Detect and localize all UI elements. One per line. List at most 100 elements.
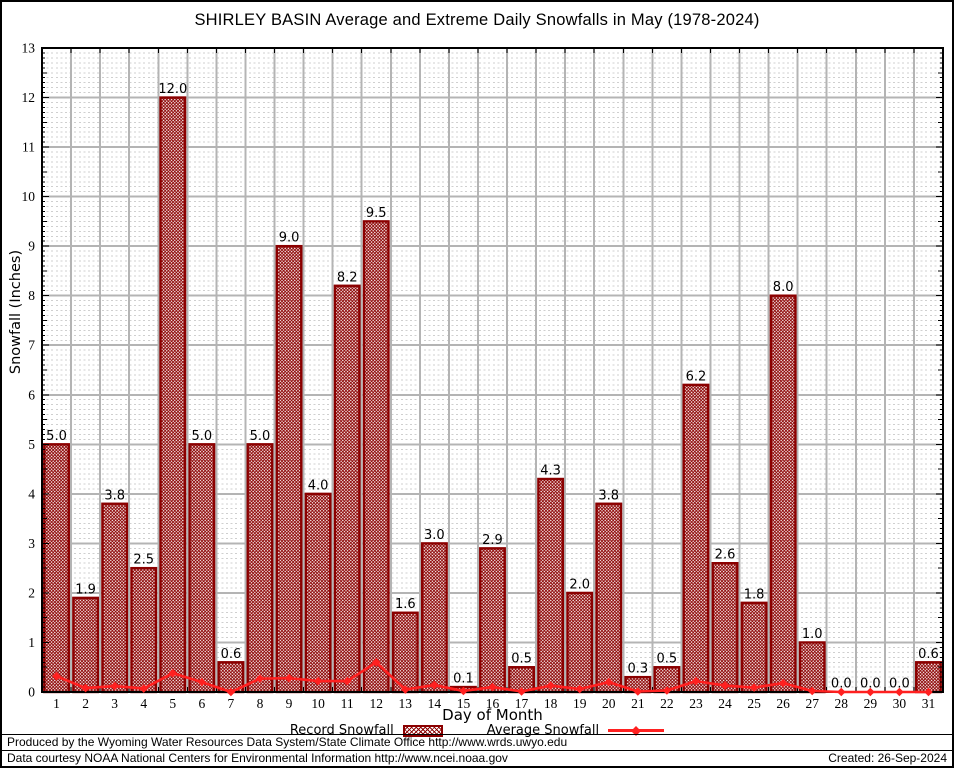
average-marker — [168, 668, 178, 678]
average-marker — [517, 687, 526, 696]
svg-text:11: 11 — [341, 696, 354, 711]
svg-text:16: 16 — [486, 696, 500, 711]
svg-text:26: 26 — [776, 696, 790, 711]
average-marker — [313, 676, 323, 686]
average-marker — [52, 671, 61, 681]
svg-text:28: 28 — [835, 696, 849, 711]
record-bar — [595, 502, 623, 694]
svg-text:5: 5 — [169, 696, 176, 711]
svg-text:3.8: 3.8 — [104, 488, 125, 503]
svg-text:0.6: 0.6 — [918, 647, 939, 662]
footer-separator — [2, 750, 952, 751]
svg-text:1.6: 1.6 — [395, 597, 416, 612]
record-bar — [798, 641, 826, 694]
svg-text:12.0: 12.0 — [158, 82, 187, 97]
record-bar — [43, 443, 70, 694]
svg-text:1.8: 1.8 — [744, 587, 765, 602]
record-bar — [362, 220, 390, 694]
record-snowfall-swatch — [402, 724, 443, 737]
svg-text:8.0: 8.0 — [773, 280, 794, 295]
svg-text:0.6: 0.6 — [221, 647, 242, 662]
svg-text:15: 15 — [457, 696, 471, 711]
y-axis-title: Snowfall (Inches) — [8, 249, 24, 375]
svg-text:20: 20 — [602, 696, 616, 711]
svg-text:8: 8 — [28, 288, 35, 303]
svg-text:0.0: 0.0 — [860, 677, 881, 692]
average-marker — [81, 683, 90, 693]
average-marker — [255, 674, 265, 683]
record-bar — [682, 383, 710, 694]
svg-text:23: 23 — [689, 696, 703, 711]
average-marker — [662, 686, 672, 695]
svg-text:0: 0 — [28, 685, 35, 700]
average-marker — [546, 681, 555, 690]
svg-text:27: 27 — [805, 696, 819, 711]
average-snowfall-swatch — [608, 725, 665, 736]
svg-text:4: 4 — [140, 696, 147, 711]
record-bar — [711, 562, 739, 694]
svg-text:0.5: 0.5 — [657, 652, 678, 667]
record-snowfall-bars — [43, 96, 942, 694]
chart-footer: Produced by the Wyoming Water Resources … — [2, 734, 952, 766]
average-marker — [749, 683, 759, 692]
average-marker — [604, 677, 614, 687]
average-marker — [488, 682, 497, 692]
record-bar — [130, 566, 158, 694]
svg-text:9: 9 — [28, 239, 35, 254]
record-bar — [72, 596, 100, 694]
record-bar — [275, 244, 303, 694]
record-bar — [246, 443, 274, 694]
svg-text:5.0: 5.0 — [250, 429, 271, 444]
footer-data-courtesy: Data courtesy NOAA National Centers for … — [7, 751, 508, 765]
svg-text:8: 8 — [257, 696, 264, 711]
svg-text:19: 19 — [573, 696, 587, 711]
chart-title: SHIRLEY BASIN Average and Extreme Daily … — [194, 11, 760, 29]
svg-text:1.9: 1.9 — [75, 582, 96, 597]
svg-text:9.5: 9.5 — [366, 206, 387, 221]
svg-text:10: 10 — [22, 189, 36, 204]
svg-text:1: 1 — [28, 635, 35, 650]
svg-text:24: 24 — [718, 696, 732, 711]
svg-text:30: 30 — [893, 696, 907, 711]
average-marker — [691, 676, 701, 686]
svg-text:12: 12 — [369, 696, 383, 711]
svg-text:5: 5 — [28, 437, 35, 452]
svg-text:5.0: 5.0 — [192, 429, 213, 444]
svg-text:0.0: 0.0 — [889, 677, 910, 692]
svg-text:8.2: 8.2 — [337, 270, 358, 285]
svg-text:1: 1 — [53, 696, 60, 711]
average-marker — [139, 684, 149, 693]
footer-created-date: Created: 26-Sep-2024 — [828, 751, 947, 765]
record-bar — [304, 492, 332, 694]
svg-text:17: 17 — [515, 696, 529, 711]
record-bar — [566, 591, 594, 694]
bar-value-labels: 5.0 1.9 3.8 2.5 12.0 5.0 0.6 5.0 9.0 4.0 8.2 9.5 1.6… — [46, 82, 939, 691]
average-marker — [924, 687, 933, 697]
svg-text:3.0: 3.0 — [424, 528, 445, 543]
x-axis-title: Day of Month — [442, 706, 543, 724]
svg-text:7: 7 — [228, 696, 235, 711]
svg-text:2.5: 2.5 — [133, 553, 154, 568]
svg-text:21: 21 — [631, 696, 645, 711]
average-marker — [778, 678, 788, 688]
svg-text:4: 4 — [28, 486, 35, 501]
svg-text:0.0: 0.0 — [831, 677, 852, 692]
average-marker — [866, 687, 875, 697]
svg-text:3.8: 3.8 — [598, 488, 619, 503]
record-bar — [159, 96, 187, 694]
svg-text:29: 29 — [864, 696, 878, 711]
svg-text:31: 31 — [922, 696, 936, 711]
average-marker — [110, 681, 119, 691]
svg-text:2.9: 2.9 — [482, 533, 503, 548]
svg-text:4.0: 4.0 — [308, 478, 329, 493]
svg-text:1.0: 1.0 — [802, 627, 823, 642]
svg-text:2: 2 — [28, 585, 35, 600]
record-bar — [769, 294, 797, 694]
record-bar — [391, 611, 419, 694]
svg-text:7: 7 — [28, 338, 35, 353]
svg-text:11: 11 — [22, 140, 35, 155]
record-bar — [101, 502, 129, 694]
svg-text:9.0: 9.0 — [279, 231, 300, 246]
